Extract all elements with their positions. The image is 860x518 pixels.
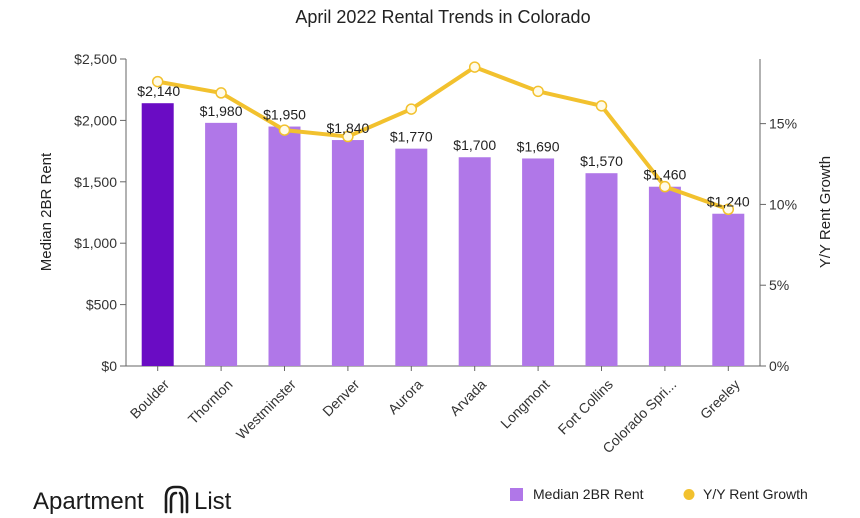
x-tick-label: Longmont [497, 376, 552, 431]
bar-value-label: $1,460 [643, 167, 686, 183]
apartment-list-logo: Apartment List [33, 485, 232, 515]
logo-text-list: List [194, 488, 232, 515]
data-labels: $2,140 $1,980 $1,950 $1,840 $1,770 $1,700 $1,6… [137, 83, 750, 210]
bar-value-label: $1,840 [326, 120, 369, 136]
legend-label-rent: Median 2BR Rent [533, 486, 644, 502]
bar-value-label: $1,980 [200, 103, 243, 119]
x-tick-label: Boulder [127, 376, 173, 422]
legend-label-growth: Y/Y Rent Growth [703, 486, 808, 502]
bar-value-label: $1,700 [453, 137, 496, 153]
growth-point [468, 61, 481, 73]
bar [395, 148, 428, 366]
bars [141, 103, 745, 366]
bar [458, 157, 491, 366]
x-tick-label: Denver [319, 376, 362, 419]
y-tick-label: $0 [101, 358, 117, 374]
y2-tick-label: 0% [769, 358, 789, 374]
bar-value-label: $2,140 [137, 83, 180, 99]
bar [268, 126, 301, 366]
y-axis-title: Median 2BR Rent [38, 152, 55, 271]
y-tick-label: $2,000 [74, 112, 117, 128]
bar-value-label: $1,770 [390, 129, 433, 145]
legend-swatch-growth [683, 489, 695, 500]
legend: Median 2BR Rent Y/Y Rent Growth [510, 486, 808, 502]
bar [712, 213, 745, 366]
growth-line [151, 61, 735, 216]
bar-value-label: $1,570 [580, 153, 623, 169]
growth-point [151, 75, 164, 88]
y2-tick-label: 10% [769, 196, 797, 212]
bar [522, 158, 555, 366]
growth-point [342, 130, 354, 143]
y2-axis-title: Y/Y Rent Growth [817, 156, 834, 268]
bar-value-label: $1,950 [263, 107, 306, 123]
bar [585, 173, 618, 366]
y2-tick-label: 15% [769, 116, 797, 132]
growth-point [595, 100, 608, 112]
x-tick-label: Greeley [697, 376, 743, 422]
bar [648, 186, 681, 366]
growth-point [532, 85, 544, 98]
logo-mark-icon [164, 485, 189, 514]
x-tick-label: Arvada [446, 376, 489, 419]
axes: $0 $500 $1,000 $1,500 $2,000 $2,500 0% 5% 10% 15% [74, 51, 797, 374]
y2-tick-label: 5% [769, 277, 789, 293]
legend-swatch-rent [510, 488, 523, 501]
growth-line-path [157, 65, 729, 212]
y-tick-label: $1,500 [74, 174, 117, 190]
bar [205, 122, 238, 366]
y-tick-label: $1,000 [74, 235, 117, 251]
x-tick-label: Fort Collins [555, 376, 616, 437]
bar [331, 140, 364, 366]
growth-point [215, 87, 227, 99]
growth-point [278, 124, 291, 136]
logo-text-apartment: Apartment [33, 488, 144, 515]
growth-point [722, 203, 735, 216]
growth-point [405, 103, 418, 115]
chart-title: April 2022 Rental Trends in Colorado [295, 7, 590, 27]
x-tick-label: Thornton [185, 376, 236, 427]
y-tick-label: $500 [86, 297, 117, 313]
y-tick-label: $2,500 [74, 51, 117, 67]
bar-value-label: $1,240 [707, 194, 750, 210]
x-tick-label: Westminster [233, 376, 299, 442]
growth-point [659, 180, 671, 193]
bar-value-label: $1,690 [517, 138, 560, 154]
bar [141, 103, 174, 366]
x-tick-label: Aurora [385, 376, 426, 417]
